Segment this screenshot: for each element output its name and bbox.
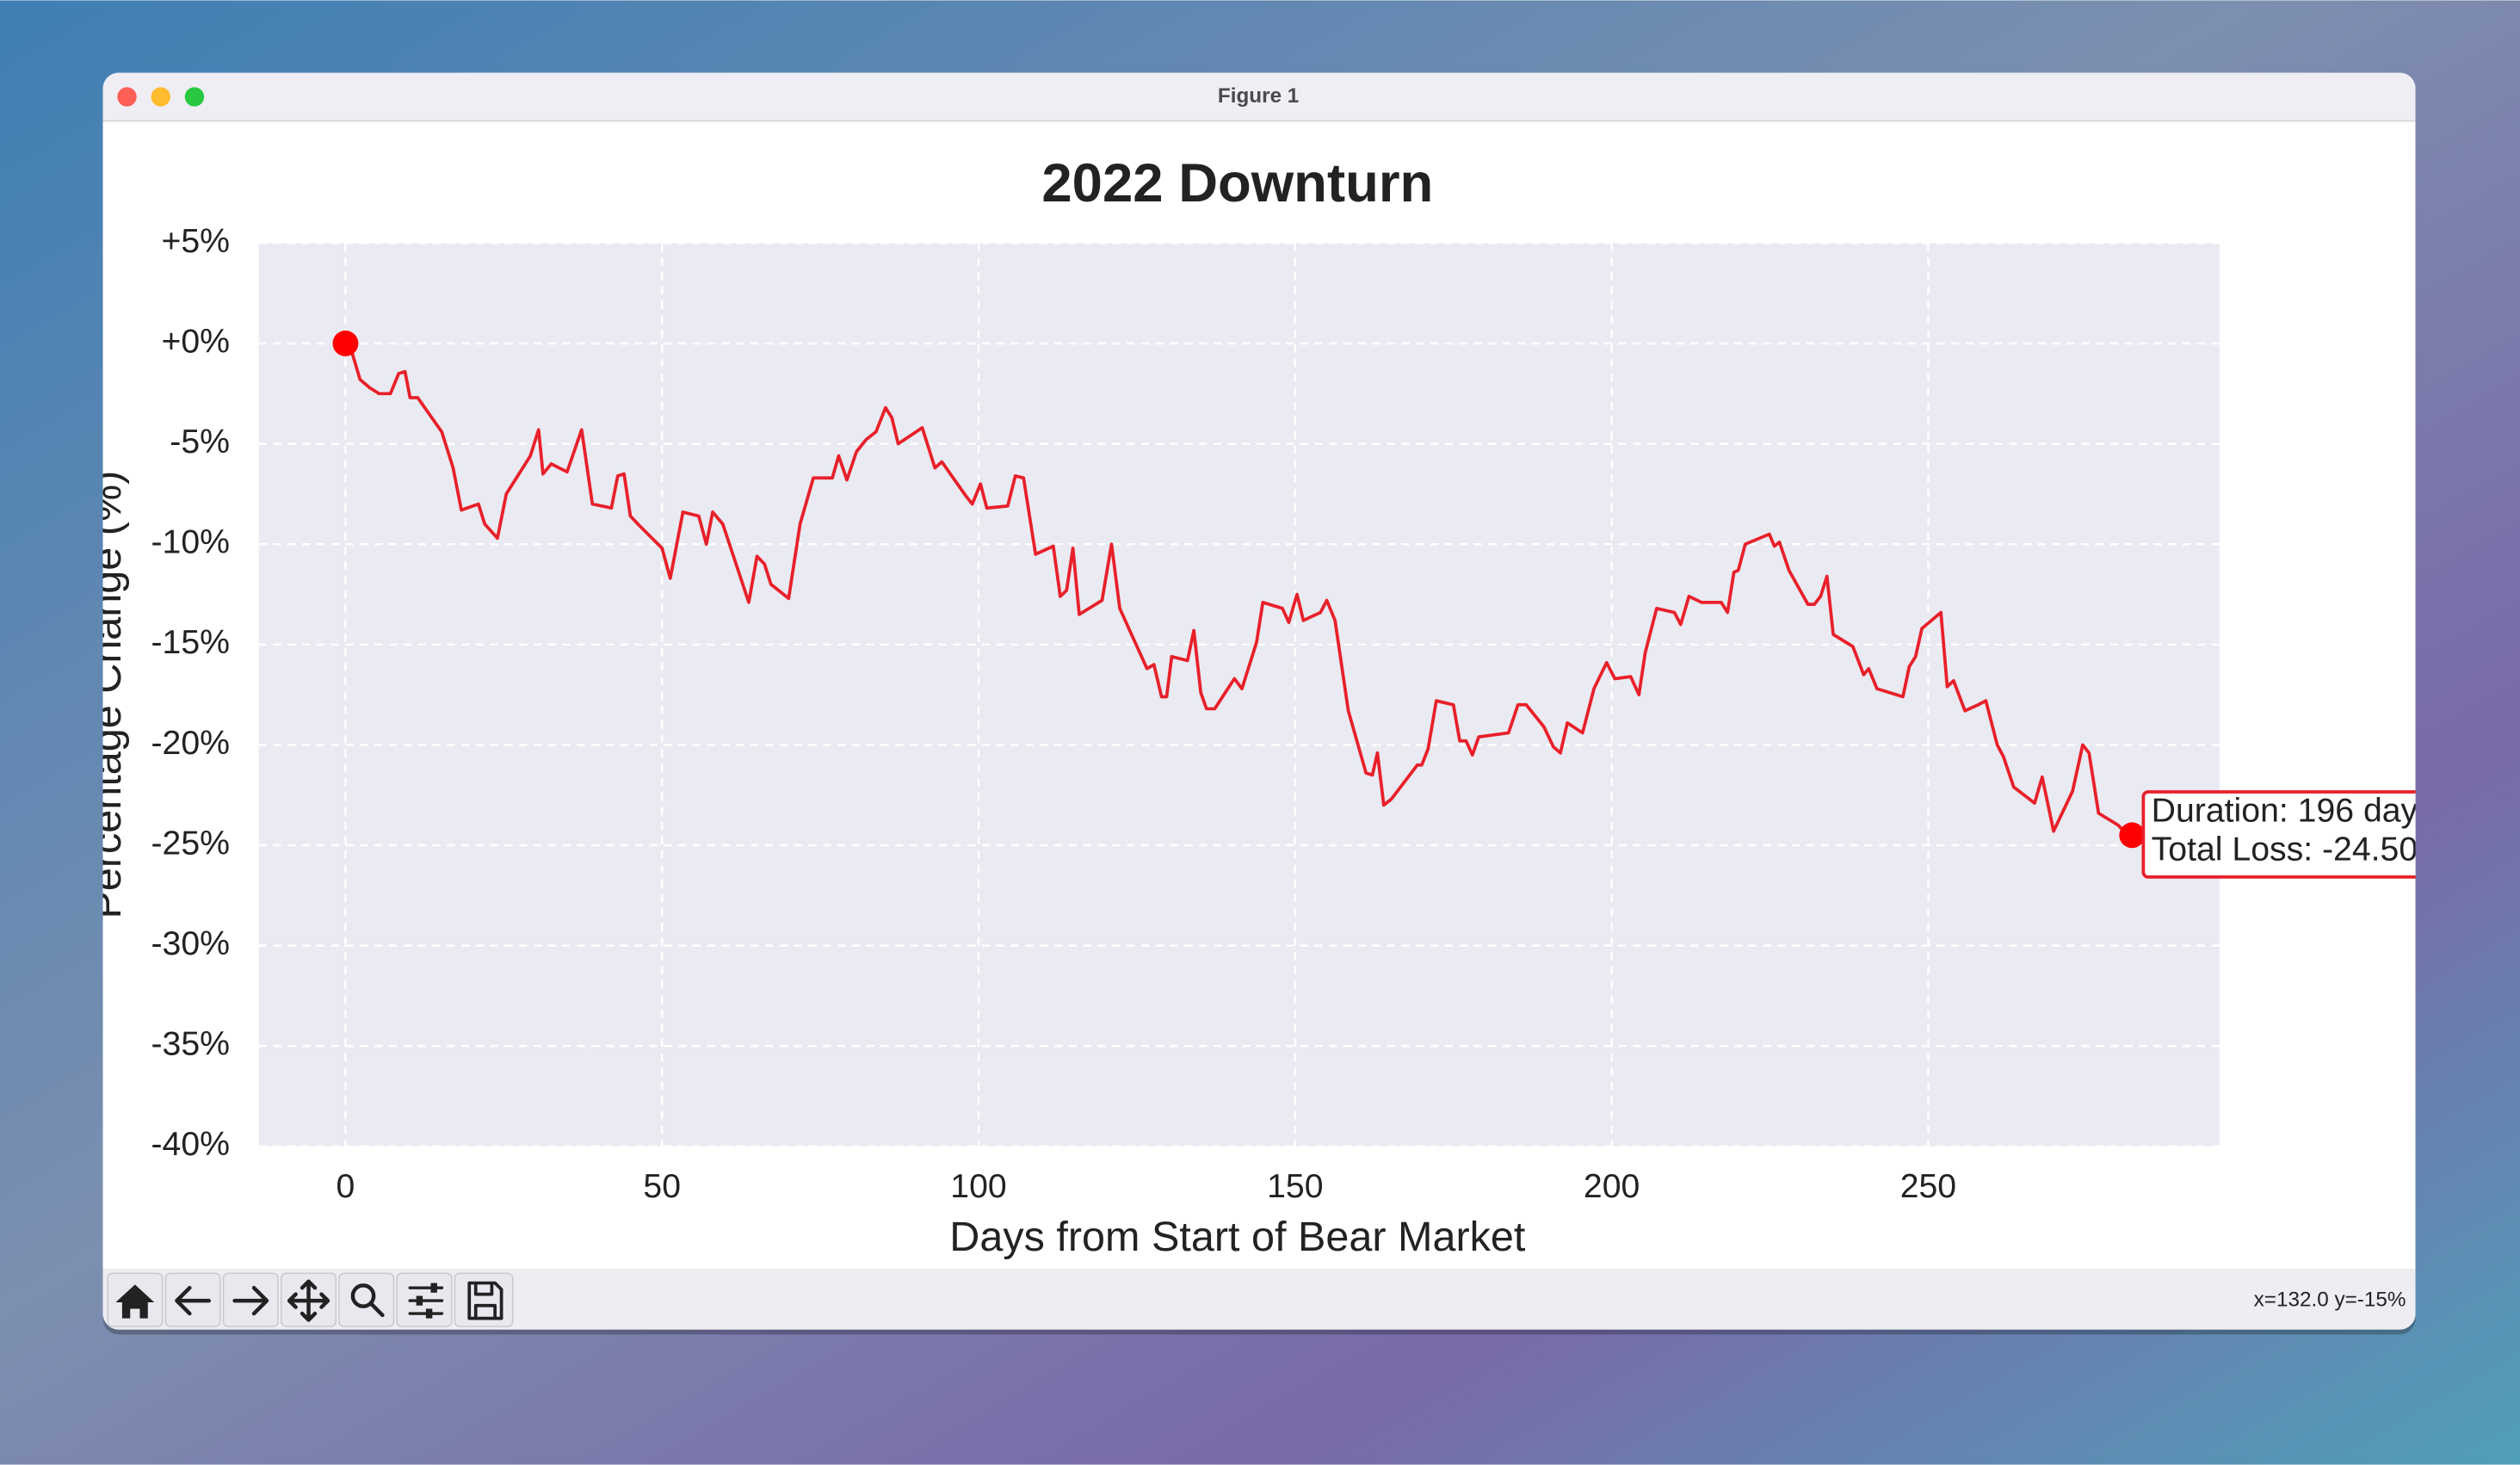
y-tick-label: -10% bbox=[151, 524, 230, 561]
annotation-text: Total Loss: -24.50% bbox=[2152, 831, 2448, 868]
endpoint-marker bbox=[332, 331, 359, 356]
y-tick-label: -5% bbox=[170, 423, 230, 461]
x-tick-label: 200 bbox=[1584, 1168, 1640, 1205]
x-tick-label: 100 bbox=[950, 1168, 1006, 1205]
x-tick-label: 150 bbox=[1267, 1168, 1323, 1205]
y-tick-label: -30% bbox=[151, 925, 230, 962]
plot-layer bbox=[344, 342, 2133, 838]
zoom-tool-button[interactable] bbox=[338, 1272, 395, 1327]
data-line bbox=[344, 342, 2133, 838]
y-tick-label: -15% bbox=[151, 624, 230, 661]
annotation-box bbox=[2141, 790, 2416, 879]
endpoint-marker bbox=[2119, 822, 2146, 849]
cursor-status: x=132.0 y=-15% bbox=[2254, 1289, 2406, 1312]
zoom-button[interactable] bbox=[184, 87, 205, 107]
y-tick-label: -25% bbox=[151, 825, 230, 862]
y-tick-label: -35% bbox=[151, 1026, 230, 1063]
x-tick-label: 50 bbox=[643, 1168, 681, 1205]
forward-button[interactable] bbox=[222, 1272, 279, 1327]
minimize-button[interactable] bbox=[151, 87, 170, 107]
annotation-text: Duration: 196 days bbox=[2152, 793, 2435, 830]
x-tick-label: 250 bbox=[1900, 1168, 1956, 1205]
save-button[interactable] bbox=[454, 1272, 514, 1327]
y-axis-label: Percentage Change (%) bbox=[83, 471, 130, 919]
window-title: Figure 1 bbox=[1218, 84, 1299, 108]
chart: +5% +0% -5% -10% -15% -20% -25% -30% -35% -40% 0 50… bbox=[151, 223, 2448, 1205]
plot-area bbox=[258, 243, 2220, 1147]
y-tick-label: -40% bbox=[151, 1126, 230, 1163]
home-button[interactable] bbox=[107, 1272, 164, 1327]
configure-button[interactable] bbox=[396, 1272, 453, 1327]
back-button[interactable] bbox=[164, 1272, 221, 1327]
pan-button[interactable] bbox=[281, 1272, 337, 1327]
y-tick-label: +0% bbox=[161, 323, 230, 360]
close-button[interactable] bbox=[117, 87, 137, 107]
x-tick-label: 0 bbox=[337, 1168, 355, 1205]
window: Figure 1 +5% +0% -5% -10% -15% -20% -25% -30% -3… bbox=[83, 72, 2448, 1330]
title-bar bbox=[102, 72, 2416, 121]
x-axis-label: Days from Start of Bear Market bbox=[949, 1214, 1526, 1260]
y-tick-label: -20% bbox=[151, 725, 230, 762]
chart-title: 2022 Downturn bbox=[1041, 153, 1433, 213]
y-tick-label: +5% bbox=[161, 223, 230, 260]
